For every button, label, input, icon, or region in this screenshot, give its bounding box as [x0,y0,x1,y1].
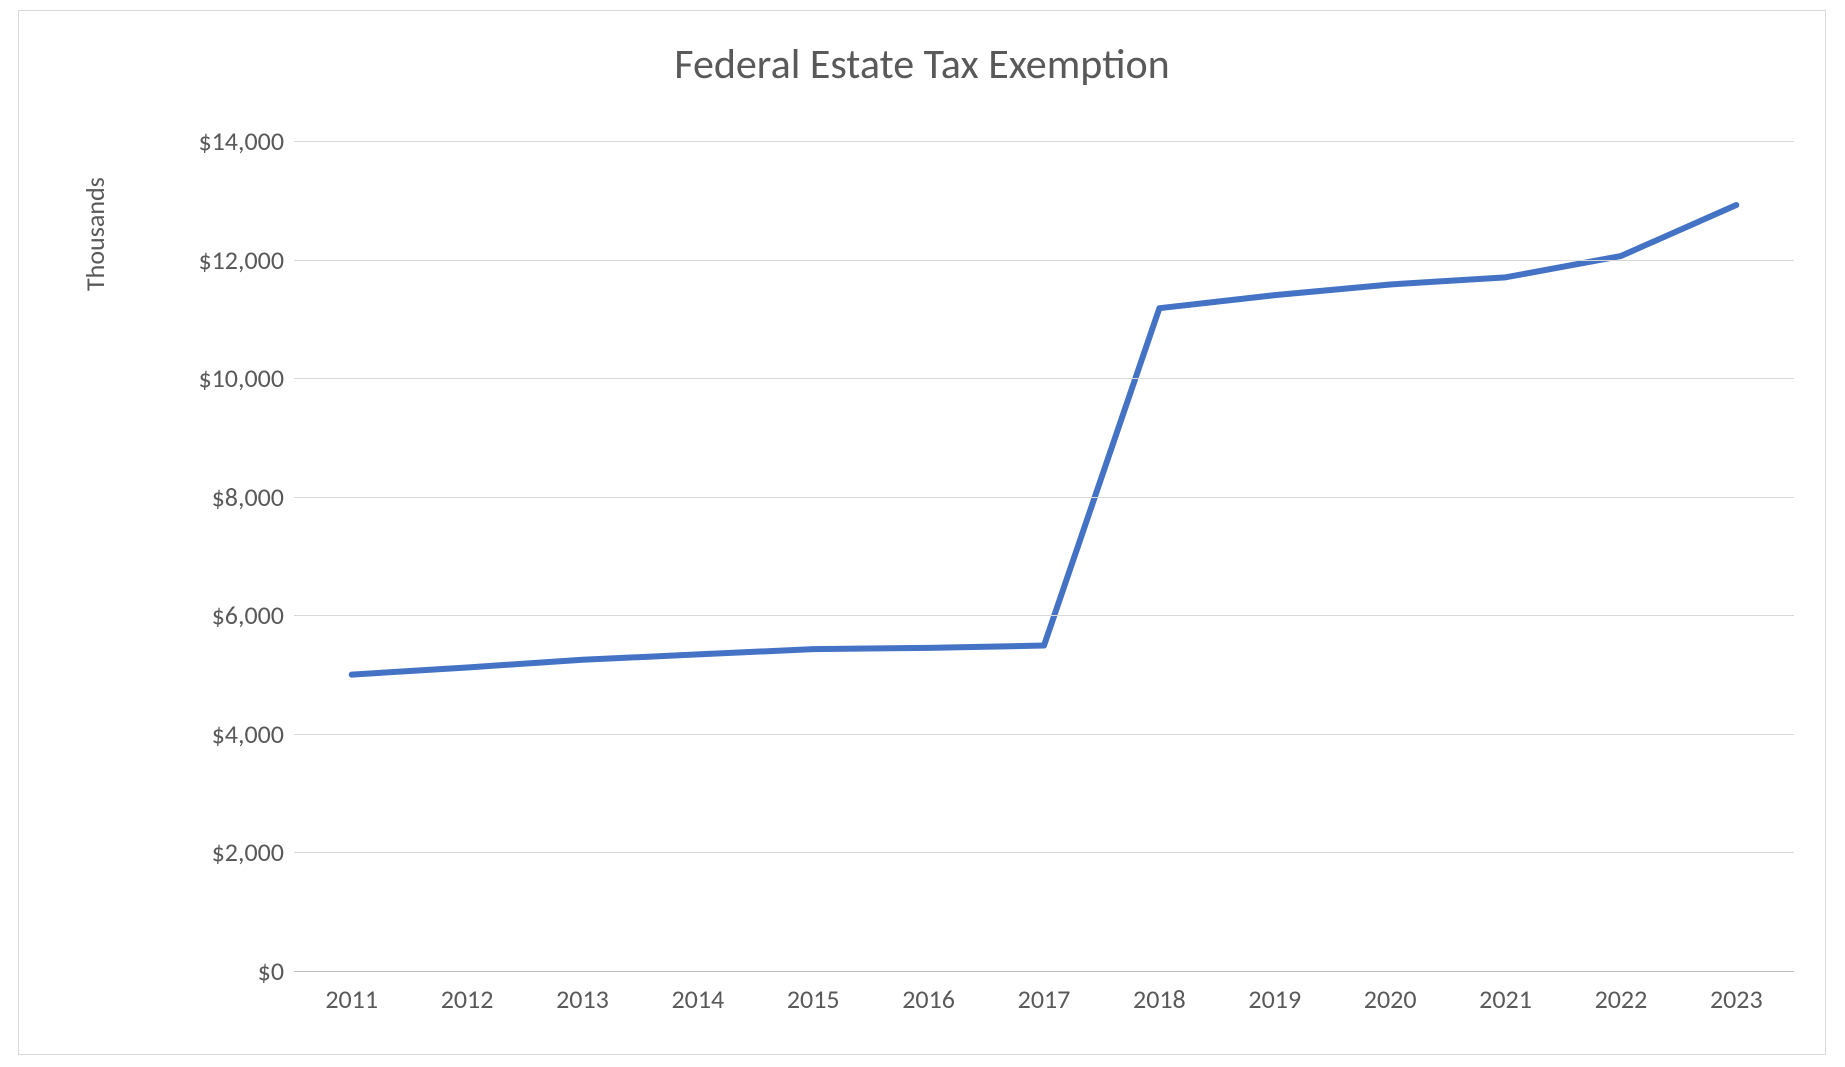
y-tick-label: $12,000 [144,244,284,276]
x-tick-label: 2011 [302,983,402,1015]
data-series-line [352,205,1737,675]
y-tick-label: $4,000 [144,718,284,750]
x-tick-label: 2018 [1109,983,1209,1015]
data-line [294,141,1794,971]
x-tick-label: 2014 [648,983,748,1015]
y-tick-label: $10,000 [144,362,284,394]
x-tick-label: 2021 [1456,983,1556,1015]
plot-area: $0$2,000$4,000$6,000$8,000$10,000$12,000… [294,141,1794,971]
x-axis-line [294,971,1794,972]
gridline [294,852,1794,853]
y-tick-label: $14,000 [144,125,284,157]
gridline [294,141,1794,142]
x-tick-label: 2022 [1571,983,1671,1015]
x-tick-label: 2023 [1686,983,1786,1015]
y-tick-label: $6,000 [144,599,284,631]
x-tick-label: 2019 [1225,983,1325,1015]
gridline [294,378,1794,379]
x-tick-label: 2015 [763,983,863,1015]
gridline [294,615,1794,616]
y-tick-label: $2,000 [144,836,284,868]
y-tick-label: $8,000 [144,481,284,513]
y-axis-title: Thousands [79,177,111,291]
chart-title: Federal Estate Tax Exemption [19,39,1825,90]
gridline [294,734,1794,735]
x-tick-label: 2013 [532,983,632,1015]
x-tick-label: 2012 [417,983,517,1015]
gridline [294,497,1794,498]
x-tick-label: 2016 [879,983,979,1015]
gridline [294,260,1794,261]
x-tick-label: 2017 [994,983,1094,1015]
y-tick-label: $0 [144,955,284,987]
chart-frame: Federal Estate Tax Exemption Thousands $… [18,10,1826,1055]
x-tick-label: 2020 [1340,983,1440,1015]
